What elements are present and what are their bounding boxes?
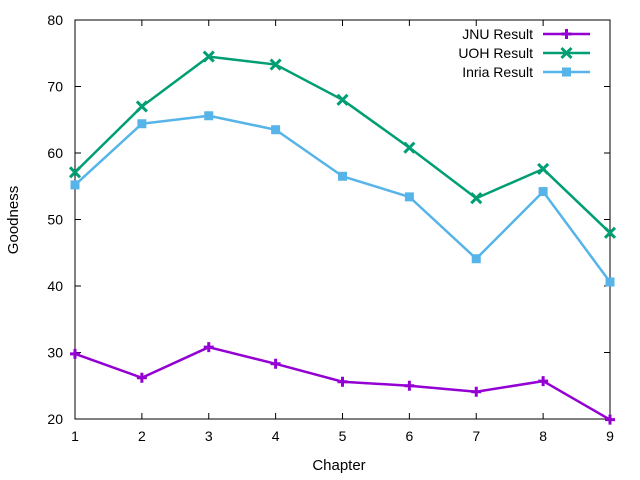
x-tick-label: 5 [339, 428, 347, 444]
legend: JNU Result UOH Result Inria Result [458, 26, 590, 80]
legend-label-uoh-result: UOH Result [458, 45, 533, 61]
y-axis-title: Goodness [5, 186, 22, 254]
legend-marker-uoh-result [560, 46, 573, 60]
uoh-result-point [336, 93, 349, 106]
y-tick-label: 70 [47, 79, 63, 95]
jnu-result-point [605, 414, 615, 425]
inria-result-series [70, 111, 615, 287]
jnu-result-point [404, 380, 415, 391]
x-tick-label: 1 [71, 428, 79, 444]
inria-result-point [137, 119, 147, 129]
jnu-result-point [70, 348, 80, 359]
legend-label-jnu-result: JNU Result [462, 26, 533, 42]
jnu-result-point [203, 342, 214, 353]
legend-marker-jnu-result [561, 29, 572, 39]
series-layer [68, 50, 617, 425]
uoh-result-point [470, 192, 483, 205]
jnu-result-point [471, 386, 482, 397]
uoh-result-point [269, 58, 282, 71]
inria-result-point [338, 171, 347, 181]
x-tick-label: 6 [405, 428, 413, 444]
jnu-result-point [538, 376, 549, 387]
y-tick-label: 80 [47, 12, 63, 28]
jnu-result-point [270, 358, 281, 369]
uoh-result-point [202, 50, 215, 63]
inria-result-point [204, 111, 214, 121]
uoh-result-point [135, 100, 148, 113]
inria-result-point [471, 254, 481, 264]
x-tick-label: 2 [138, 428, 146, 444]
inria-result-point [605, 277, 615, 287]
uoh-result-point [68, 166, 82, 179]
legend-label-inria-result: Inria Result [462, 64, 533, 80]
x-tick-label: 4 [272, 428, 280, 444]
inria-result-point [271, 125, 281, 135]
legend-marker-inria-result [562, 67, 571, 77]
x-tick-label: 8 [539, 428, 547, 444]
x-axis-title: Chapter [312, 457, 365, 474]
y-tick-label: 60 [47, 145, 63, 161]
y-tick-label: 30 [47, 345, 63, 361]
axis-ticks: 1 2 3 4 5 6 7 8 9 20 30 40 50 60 70 80 [47, 12, 614, 444]
x-tick-label: 3 [205, 428, 213, 444]
y-tick-label: 50 [47, 212, 63, 228]
inria-result-point [538, 187, 548, 197]
y-tick-label: 20 [47, 411, 63, 427]
uoh-result-series [68, 50, 617, 239]
inria-result-line [74, 114, 612, 283]
y-tick-label: 40 [47, 278, 63, 294]
jnu-result-point [136, 372, 147, 383]
inria-result-point [70, 180, 80, 190]
uoh-result-point [403, 141, 416, 154]
inria-result-point [404, 192, 414, 202]
x-tick-label: 9 [606, 428, 614, 444]
jnu-result-series [70, 342, 615, 425]
jnu-result-point [337, 376, 348, 387]
uoh-result-point [603, 226, 617, 239]
x-tick-label: 7 [472, 428, 480, 444]
uoh-result-point [537, 162, 550, 176]
